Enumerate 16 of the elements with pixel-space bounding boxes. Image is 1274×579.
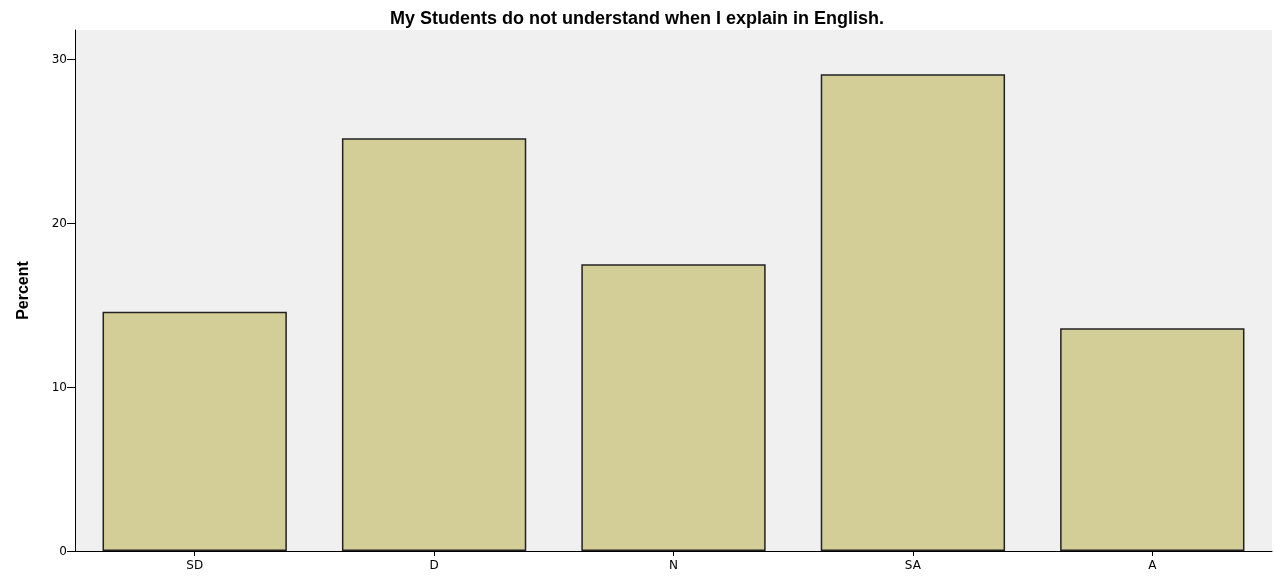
y-tick-label: 0	[59, 544, 67, 558]
bar	[1060, 328, 1245, 551]
y-tick-label: 20	[51, 216, 67, 231]
x-tick-label: A	[1148, 558, 1158, 572]
x-tick-label: SD	[186, 558, 204, 572]
x-tick-label: SA	[904, 558, 922, 572]
chart-title: My Students do not understand when I explain in English.	[389, 8, 885, 28]
y-axis-title: Percent	[13, 260, 31, 320]
bar	[102, 311, 287, 551]
y-tick-label: 30	[51, 52, 67, 67]
x-tick-label: D	[429, 558, 439, 572]
bar	[820, 74, 1006, 551]
y-tick-label: 10	[51, 380, 67, 395]
bar	[341, 138, 527, 551]
bar	[581, 264, 766, 551]
x-tick-label: N	[669, 558, 678, 572]
